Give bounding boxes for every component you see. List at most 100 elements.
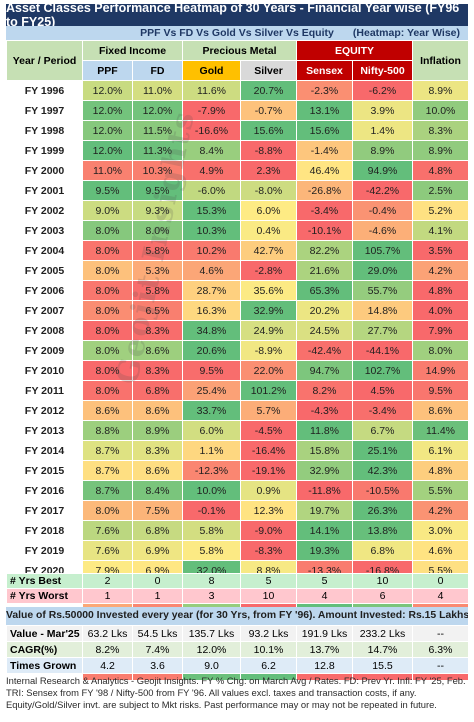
heatmap-cell: 1.1% (182, 440, 242, 461)
heatmap-cell: 9.5% (82, 180, 133, 201)
heatmap-cell: 9.5% (412, 380, 470, 401)
heatmap-cell: 12.0% (131, 100, 184, 121)
heatmap-cell: -0.1% (182, 500, 242, 521)
year-label: FY 2013 (6, 420, 83, 441)
stats-cell: 6 (352, 588, 413, 604)
heatmap-cell: 9.3% (131, 200, 184, 221)
heatmap-cell: 12.0% (82, 80, 133, 101)
heatmap-cell: 7.5% (131, 500, 184, 521)
heatmap-cell: 13.1% (296, 100, 354, 121)
investment-body: Value - Mar'25 63.2 Lks 54.5 Lks 135.7 Lks 9… (6, 625, 469, 674)
heatmap-note: (Heatmap: Year Wise) (352, 27, 460, 39)
heatmap-cell: 8.9% (412, 80, 470, 101)
heatmap-cell: -6.0% (182, 180, 242, 201)
stats-cell: 8 (182, 573, 241, 589)
year-label: FY 2005 (6, 260, 83, 281)
heatmap-cell: 101.2% (240, 380, 298, 401)
heatmap-cell: 8.0% (82, 320, 133, 341)
heatmap-cell: 3.5% (412, 240, 470, 261)
heatmap-cell: 3.0% (412, 520, 470, 541)
table-row: FY 2007 8.0% 6.5% 16.3% 32.9% 20.2% 14.8% 4.0% (6, 300, 470, 321)
table-row: FY 1998 12.0% 11.5% -16.6% 15.6% 15.6% 1.4% 8.3… (6, 120, 470, 141)
year-label: FY 1998 (6, 120, 83, 141)
heatmap-cell: 11.0% (131, 80, 184, 101)
heatmap-cell: 35.6% (240, 280, 298, 301)
stats-row: # Yrs Worst 1 1 3 10 4 6 4 (6, 588, 469, 604)
heatmap-cell: -2.3% (296, 80, 354, 101)
heatmap-cell: 20.6% (182, 340, 242, 361)
stats-cell: 1 (132, 588, 183, 604)
table-row: FY 2004 8.0% 5.8% 10.2% 42.7% 82.2% 105.7% 3.5% (6, 240, 470, 261)
heatmap-cell: 6.0% (240, 200, 298, 221)
heatmap-cell: -1.4% (296, 140, 354, 161)
investment-cell: 54.5 Lks (132, 625, 183, 642)
stats-cell: 5 (296, 573, 353, 589)
heatmap-cell: 25.1% (352, 440, 414, 461)
heatmap-cell: 9.5% (131, 180, 184, 201)
heatmap-cell: 6.7% (352, 420, 414, 441)
heatmap-cell: 4.2% (412, 500, 470, 521)
investment-note: Value of Rs.50000 Invested every year (f… (6, 607, 468, 625)
heatmap-cell: 8.0% (82, 360, 133, 381)
investment-cell: -- (412, 657, 469, 674)
heatmap-cell: 19.7% (296, 500, 354, 521)
heatmap-cell: 34.8% (182, 320, 242, 341)
year-label: FY 1999 (6, 140, 83, 161)
heatmap-cell: 6.9% (131, 540, 184, 561)
stats-cell: 0 (412, 573, 469, 589)
heatmap-cell: 14.8% (352, 300, 414, 321)
heatmap-cell: 94.9% (352, 160, 414, 181)
heatmap-cell: 9.0% (82, 200, 133, 221)
heatmap-cell: 25.4% (182, 380, 242, 401)
stats-cell: 10 (352, 573, 413, 589)
heatmap-cell: 42.3% (352, 460, 414, 481)
investment-cell: 7.4% (132, 641, 183, 658)
header-silver: Silver (240, 60, 298, 81)
investment-cell: 93.2 Lks (240, 625, 297, 642)
table-row: FY 2003 8.0% 8.0% 10.3% 0.4% -10.1% -4.6% 4.1% (6, 220, 470, 241)
heatmap-cell: 20.2% (296, 300, 354, 321)
heatmap-cell: 94.7% (296, 360, 354, 381)
investment-label: Times Grown (6, 657, 83, 674)
stats-cell: 2 (82, 573, 133, 589)
header-ppf: PPF (82, 60, 133, 81)
heatmap-cell: 15.6% (296, 120, 354, 141)
stats-row: # Yrs Best 2 0 8 5 5 10 0 (6, 573, 469, 589)
investment-label: Value - Mar'25 (6, 625, 83, 642)
year-label: FY 2004 (6, 240, 83, 261)
year-label: FY 2010 (6, 360, 83, 381)
header-inflation: Inflation (412, 40, 470, 81)
heatmap-cell: -4.3% (296, 400, 354, 421)
heatmap-cell: 0.4% (240, 220, 298, 241)
heatmap-cell: 5.3% (131, 260, 184, 281)
heatmap-cell: -12.3% (182, 460, 242, 481)
heatmap-cell: 8.6% (412, 400, 470, 421)
stats-label: # Yrs Best (6, 573, 83, 589)
table-row: FY 2000 11.0% 10.3% 4.9% 2.3% 46.4% 94.9% 4.8% (6, 160, 470, 181)
header-equity: EQUITY (296, 40, 414, 61)
heatmap-cell: 8.9% (412, 140, 470, 161)
heatmap-cell: -6.2% (352, 80, 414, 101)
stats-cell: 3 (182, 588, 241, 604)
year-label: FY 2017 (6, 500, 83, 521)
heatmap-cell: 8.0% (82, 280, 133, 301)
heatmap-cell: -26.8% (296, 180, 354, 201)
investment-cell: 14.7% (352, 641, 413, 658)
heatmap-cell: 8.0% (131, 220, 184, 241)
header-gold: Gold (182, 60, 242, 81)
heatmap-cell: 13.8% (352, 520, 414, 541)
heatmap-cell: 8.8% (82, 420, 133, 441)
heatmap-cell: -7.9% (182, 100, 242, 121)
heatmap-cell: 4.8% (412, 160, 470, 181)
table-row: FY 2008 8.0% 8.3% 34.8% 24.9% 24.5% 27.7% 7.9% (6, 320, 470, 341)
investment-cell: 9.0 (182, 657, 241, 674)
year-label: FY 2008 (6, 320, 83, 341)
heatmap-cell: 8.7% (82, 440, 133, 461)
heatmap-cell: 2.5% (412, 180, 470, 201)
year-label: FY 2003 (6, 220, 83, 241)
heatmap-cell: 12.0% (82, 120, 133, 141)
chart-subtitle: PPF Vs FD Vs Gold Vs Silver Vs Equity (140, 27, 334, 39)
heatmap-cell: 12.0% (82, 140, 133, 161)
header-year-period: Year / Period (6, 40, 83, 81)
stats-cell: 4 (296, 588, 353, 604)
